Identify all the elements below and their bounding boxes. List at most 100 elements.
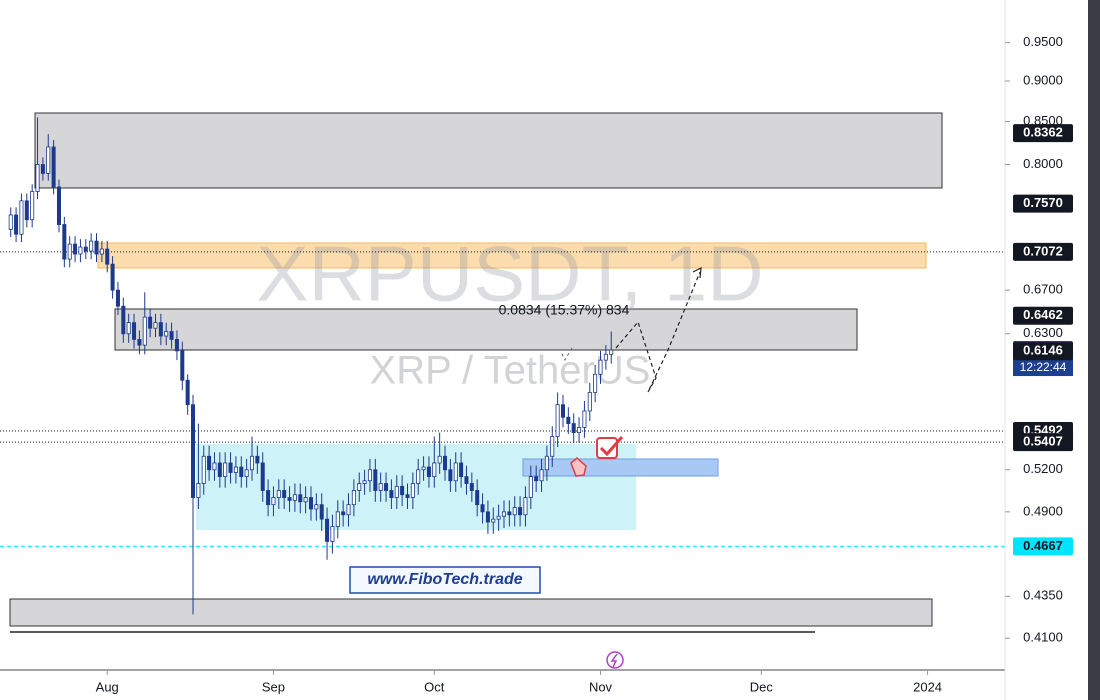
candle-body (534, 476, 539, 482)
candle-body (40, 164, 45, 174)
axes: 0.95000.90000.85000.80000.67000.63000.52… (96, 34, 1073, 694)
candle-body (153, 322, 158, 329)
event-bolt (610, 653, 618, 668)
candle-body (255, 455, 260, 464)
countdown-box (1013, 359, 1073, 377)
candle-body (260, 462, 265, 491)
candle-body (603, 353, 608, 361)
candle-body (550, 436, 555, 457)
candle-body (217, 462, 222, 478)
candle-body (496, 515, 501, 520)
candle-body (99, 248, 104, 255)
price-level-label: 0.6462 (1023, 307, 1063, 322)
candle-body (577, 427, 582, 433)
candle-body (266, 490, 271, 506)
y-tick-label: 0.4350 (1023, 588, 1063, 603)
candle-body (319, 504, 324, 520)
candle-body (518, 507, 523, 516)
candle-body (158, 322, 163, 337)
candle-body (24, 200, 29, 221)
candle-body (174, 339, 179, 352)
candle-body (67, 243, 72, 260)
candle-body (448, 469, 453, 482)
candle-body (62, 224, 67, 260)
y-tick-label: 0.9000 (1023, 72, 1063, 87)
resistance-zone (114, 308, 858, 351)
candle-body (464, 476, 469, 484)
x-tick-label: Dec (750, 679, 774, 694)
candle-body (378, 483, 383, 491)
candle-body (142, 316, 147, 346)
y-tick-label: 0.4900 (1023, 503, 1063, 518)
countdown-label: 12:22:44 (1020, 360, 1067, 374)
candle-body (405, 494, 410, 498)
candle-body (201, 455, 206, 484)
window-edge (1088, 0, 1100, 700)
candle-body (437, 455, 442, 464)
candle-body (507, 511, 512, 516)
candle-body (544, 455, 549, 471)
candle-body (164, 331, 169, 337)
candle-body (367, 469, 372, 482)
price-level-box (1013, 306, 1073, 325)
candle-body (432, 462, 437, 478)
candle-body (35, 164, 40, 192)
candle-body (555, 404, 560, 437)
candle-body (83, 246, 88, 252)
candle-body (351, 490, 356, 506)
price-level-label: 0.5407 (1023, 434, 1063, 449)
candle-body (539, 469, 544, 482)
x-tick-label: 2024 (913, 679, 942, 694)
candle-body (410, 483, 415, 498)
candle-body (426, 466, 431, 478)
candle-body (180, 350, 185, 381)
candle-body (528, 476, 533, 498)
candle-body (469, 483, 474, 491)
price-level-box (1013, 242, 1073, 261)
candle-body (587, 391, 592, 412)
candle-body (191, 404, 196, 498)
demand-zone (9, 598, 933, 627)
candle-body (400, 485, 405, 496)
candle-body (384, 483, 389, 491)
candle-body (148, 316, 153, 329)
check-icon (596, 437, 618, 459)
candle-body (485, 511, 490, 523)
candle-body (126, 322, 131, 335)
candle-body (298, 494, 303, 503)
candle-body (325, 518, 330, 542)
candle-body (249, 455, 255, 471)
price-level-box (1013, 433, 1073, 452)
x-tick-label: Nov (589, 679, 613, 694)
candle-body (30, 191, 35, 221)
candle-body (491, 518, 496, 523)
candle-body (212, 462, 217, 471)
candle-body (303, 497, 308, 503)
candle-body (105, 248, 110, 265)
watermark-symbol: XRPUSDT, 1D (256, 230, 763, 318)
check-mark (599, 436, 624, 457)
candle-body (362, 480, 367, 484)
candle-body (73, 243, 78, 255)
range-zone (196, 444, 636, 530)
candle-body (314, 504, 319, 510)
candles (8, 117, 614, 615)
x-tick-label: Aug (96, 679, 119, 694)
candle-body (501, 511, 507, 517)
drawn-zones (9, 112, 943, 633)
y-tick-label: 0.6700 (1023, 282, 1063, 297)
measure-marker (560, 347, 573, 362)
candle-body (244, 469, 249, 478)
price-level-lines (0, 251, 1005, 547)
x-tick-label: Oct (424, 679, 445, 694)
candle-body (475, 490, 480, 506)
candle-body (233, 466, 238, 473)
orange-zone (97, 242, 927, 269)
price-level-box (1013, 537, 1073, 556)
candle-body (121, 305, 126, 335)
candle-body (593, 373, 598, 393)
candle-body (132, 322, 137, 340)
price-level-label: 0.6146 (1023, 343, 1063, 358)
candle-body (459, 462, 464, 478)
